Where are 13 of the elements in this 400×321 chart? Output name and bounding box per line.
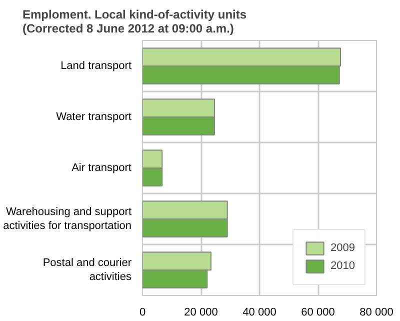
x-tick-label: 20 000 xyxy=(184,306,218,318)
legend-label: 2009 xyxy=(330,242,355,254)
chart-title: Emploment. Local kind-of-activity units (Corrected 8 June 2012 at 09:00 a.m.) xyxy=(22,8,247,36)
y-tick-label: Air transport xyxy=(72,162,132,174)
y-tick-label: Postal and courier activities xyxy=(42,256,132,284)
x-tick-label: 40 000 xyxy=(242,306,276,318)
x-tick-label: 60 000 xyxy=(301,306,335,318)
y-tick-label: Land transport xyxy=(60,60,132,72)
x-tick-label: 80 000 xyxy=(360,306,394,318)
x-tick-label: 0 xyxy=(139,306,146,318)
legend-label: 2010 xyxy=(330,260,355,272)
y-tick-label: Warehousing and support activities for transportation xyxy=(3,206,132,232)
y-tick-label: Water transport xyxy=(56,111,132,123)
